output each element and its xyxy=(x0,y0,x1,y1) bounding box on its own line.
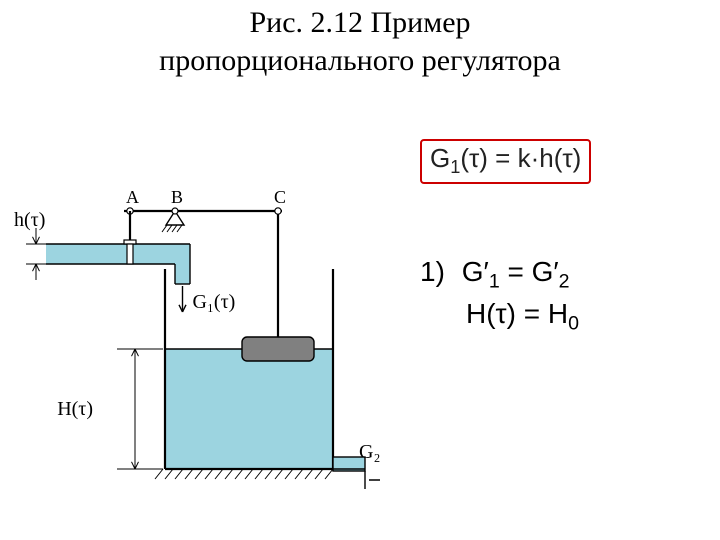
schematic-svg: A B C G₁(τ) h(τ) G₂(τ) H(τ) xyxy=(10,159,380,529)
svg-text:A: A xyxy=(126,187,139,207)
svg-text:C: C xyxy=(274,187,286,207)
equation-g1-kh: G1(τ) = k·h(τ) xyxy=(420,139,591,184)
equation-h-eq-h0: H(τ) = H0 xyxy=(420,298,710,336)
steady-state-block: 1) G′1 = G′2 H(τ) = H0 xyxy=(420,256,710,335)
regulator-schematic: A B C G₁(τ) h(τ) G₂(τ) H(τ) xyxy=(10,159,380,529)
figure-title: Рис. 2.12 Пример пропорционального регул… xyxy=(0,0,720,79)
svg-text:h(τ): h(τ) xyxy=(14,209,45,231)
svg-text:H(τ): H(τ) xyxy=(57,398,93,420)
equations-panel: G1(τ) = k·h(τ) 1) G′1 = G′2 H(τ) = H0 xyxy=(420,139,710,335)
condition-number: 1) xyxy=(420,256,454,288)
title-line-2: пропорционального регулятора xyxy=(0,42,720,80)
title-line-1: Рис. 2.12 Пример xyxy=(0,4,720,42)
equation-g1-eq-g2: G′1 = G′2 xyxy=(462,256,570,287)
svg-text:G₂(τ): G₂(τ) xyxy=(359,441,380,463)
steady-state-row-1: 1) G′1 = G′2 xyxy=(420,256,710,294)
content-area: A B C G₁(τ) h(τ) G₂(τ) H(τ) G1(τ) = k·h(τ) 1) … xyxy=(0,79,720,539)
svg-text:G₁(τ): G₁(τ) xyxy=(193,291,236,313)
svg-text:B: B xyxy=(171,187,183,207)
